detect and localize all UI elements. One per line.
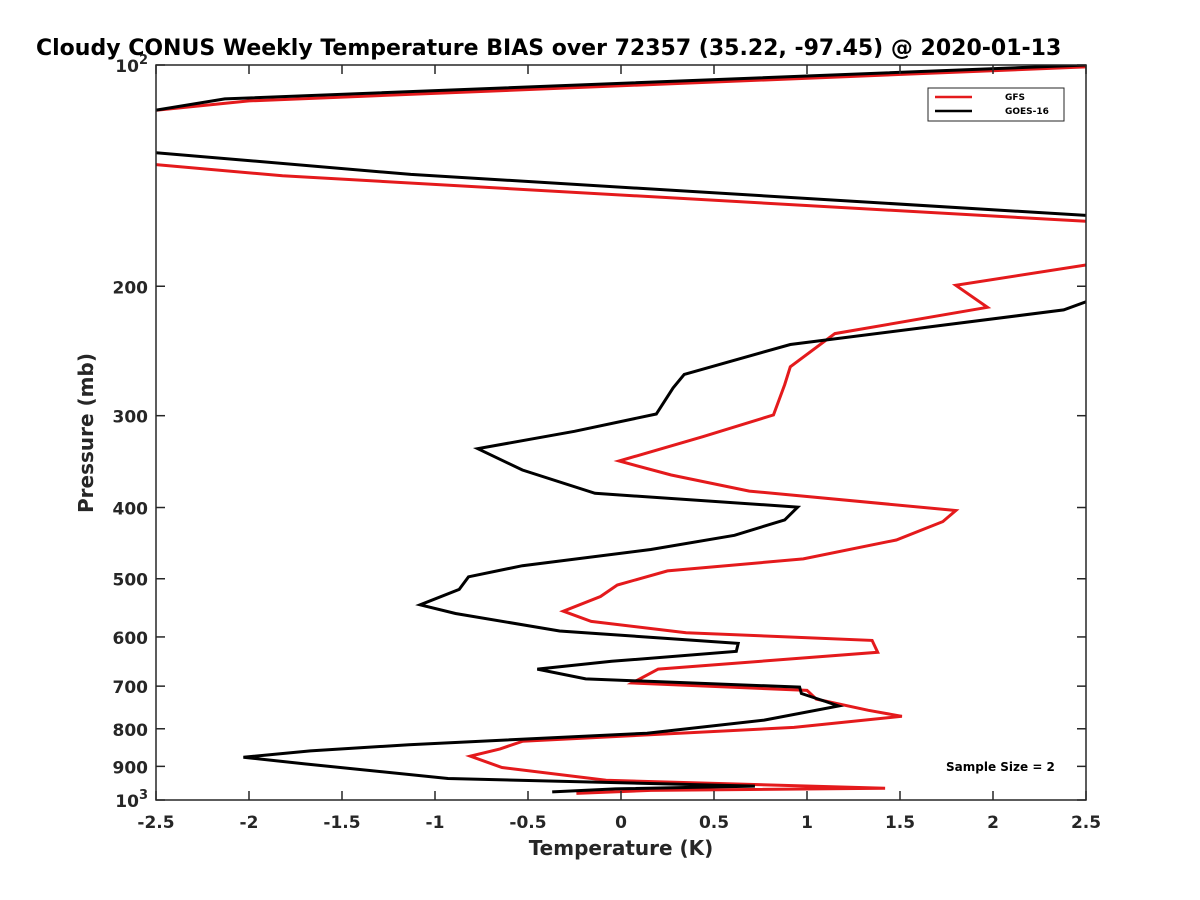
x-tick-label: 1 — [801, 813, 813, 833]
y-tick-label: 102 — [115, 53, 148, 77]
y-tick-label: 600 — [113, 629, 149, 649]
x-axis: -2.5 -2 -1.5 -1 -0.5 0 0.5 1 1.5 2 2.5 — [137, 65, 1101, 833]
x-tick-label: 0.5 — [699, 813, 729, 833]
x-tick-label: 2 — [987, 813, 999, 833]
x-axis-label: Temperature (K) — [529, 836, 714, 860]
series-lines — [156, 65, 1086, 795]
sample-size-note: Sample Size = 2 — [946, 760, 1055, 774]
y-tick-label: 500 — [113, 571, 149, 591]
plot-area — [155, 64, 1087, 801]
legend: GFS GOES-16 — [927, 87, 1065, 122]
legend-label-gfs: GFS — [1005, 93, 1025, 103]
y-axis: 102 200 300 400 500 600 700 800 900 103 — [113, 53, 1086, 812]
chart-title: Cloudy CONUS Weekly Temperature BIAS ove… — [36, 36, 1061, 61]
y-tick-label: 800 — [113, 721, 149, 741]
y-tick-label: 103 — [115, 788, 148, 812]
x-tick-label: 0 — [615, 813, 627, 833]
x-tick-label: 1.5 — [885, 813, 915, 833]
series-line-goes16 — [156, 65, 1086, 794]
x-tick-label: -2 — [240, 813, 259, 833]
y-tick-label: 300 — [113, 408, 149, 428]
y-tick-label: 700 — [113, 678, 149, 698]
legend-box — [927, 87, 1065, 122]
y-tick-label: 400 — [113, 500, 149, 520]
series-line-gfs — [156, 65, 1086, 795]
x-tick-label: -1.5 — [323, 813, 360, 833]
x-tick-label: -1 — [426, 813, 445, 833]
x-tick-label: -2.5 — [137, 813, 174, 833]
x-tick-label: 2.5 — [1071, 813, 1101, 833]
legend-label-goes16: GOES-16 — [1005, 107, 1049, 117]
y-tick-label: 900 — [113, 758, 149, 778]
y-axis-label: Pressure (mb) — [74, 353, 98, 513]
x-tick-label: -0.5 — [509, 813, 546, 833]
y-tick-label: 200 — [113, 278, 149, 298]
